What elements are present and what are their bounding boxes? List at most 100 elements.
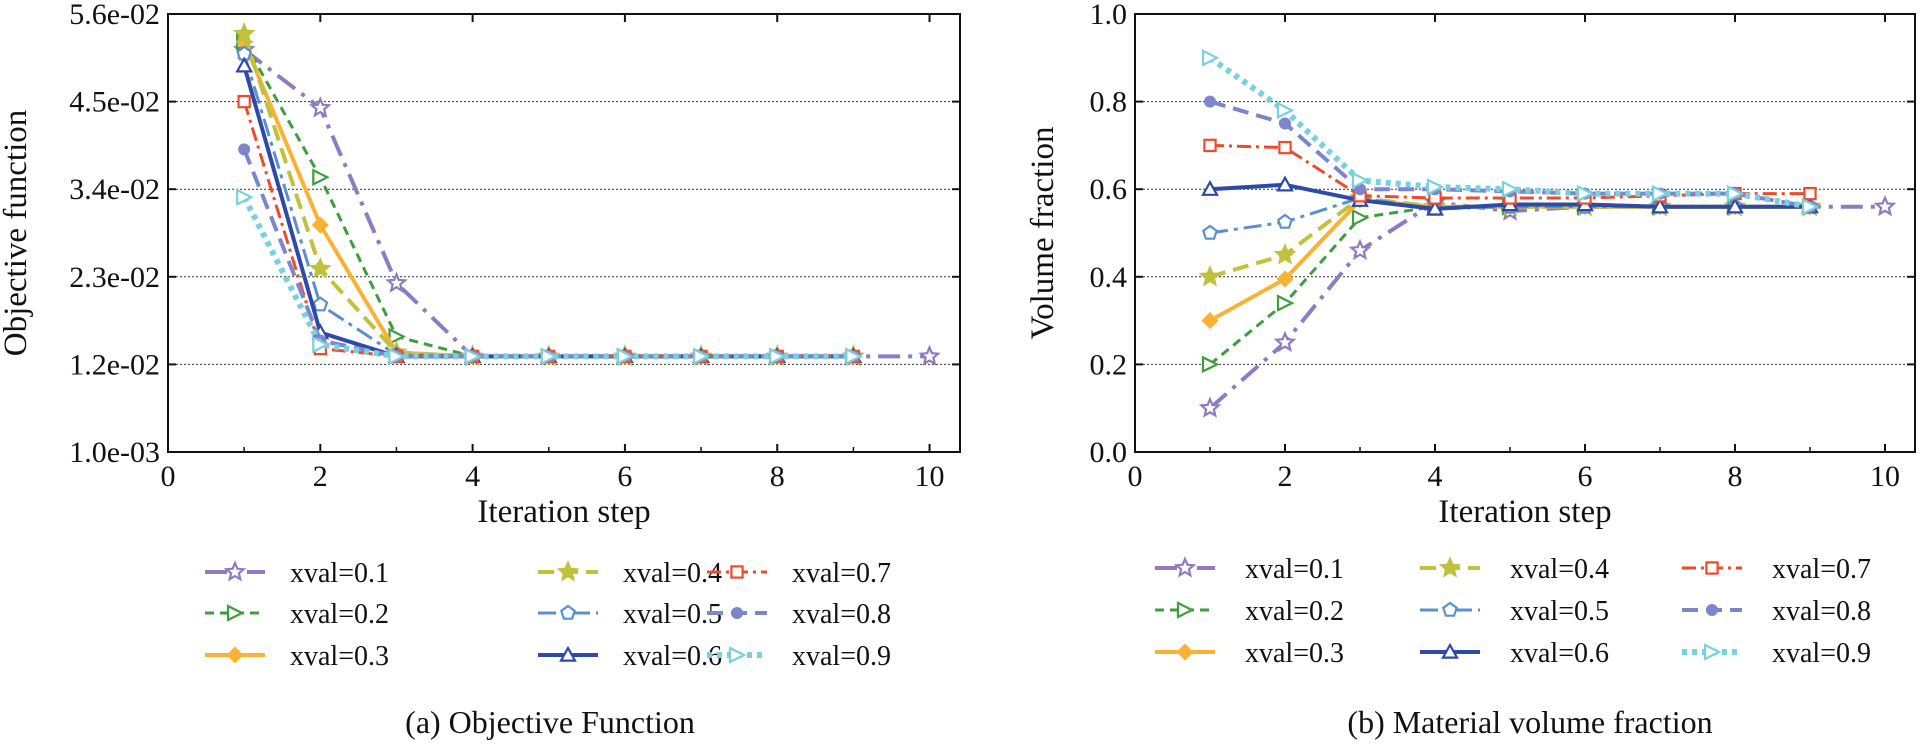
- data-point: [918, 344, 941, 367]
- data-point: [692, 347, 711, 366]
- data-point: [312, 168, 330, 187]
- legend-marker: [1703, 643, 1722, 661]
- data-point: [1201, 179, 1219, 196]
- series-xval-0-3: [235, 33, 862, 365]
- y-tick-label: 1.2e-02: [69, 348, 160, 381]
- legend-marker: [730, 606, 743, 619]
- legend-marker: [223, 560, 247, 582]
- series-xval-0-1: [232, 37, 941, 367]
- data-point: [1803, 186, 1817, 201]
- x-tick-label: 0: [161, 460, 176, 493]
- data-point: [237, 94, 251, 109]
- data-point: [385, 271, 408, 293]
- data-point: [1726, 197, 1744, 214]
- x-tick-label: 2: [1278, 460, 1293, 493]
- x-axis-label: Iteration step: [477, 494, 650, 530]
- legend-marker: [559, 645, 577, 662]
- data-point: [1351, 171, 1370, 190]
- legend-label: xval=0.7: [1772, 554, 1871, 585]
- legend-item: xval=0.3: [1155, 638, 1344, 669]
- legend-item: xval=0.6: [1420, 638, 1609, 669]
- y-tick-label: 1.0e-03: [69, 436, 160, 469]
- series-xval-0-8: [238, 143, 860, 363]
- y-tick-label: 0.0: [1090, 436, 1128, 469]
- legend-marker: [1173, 556, 1197, 578]
- x-tick-label: 8: [770, 460, 785, 493]
- legend-item: xval=0.1: [205, 558, 389, 589]
- data-point: [540, 347, 559, 366]
- legend-item: xval=0.6: [538, 641, 722, 672]
- series-line: [1209, 205, 1810, 366]
- series-line: [241, 195, 854, 360]
- plot-frame: [167, 13, 961, 453]
- data-point: [1276, 101, 1295, 120]
- data-point: [1202, 224, 1218, 240]
- y-tick-label: 2.3e-02: [69, 261, 160, 294]
- x-tick-label: 6: [617, 460, 632, 493]
- data-point: [308, 256, 332, 279]
- x-axis-label: Iteration step: [1438, 494, 1611, 530]
- legend-item: xval=0.7: [707, 558, 891, 589]
- series-xval-0-2: [1201, 197, 1820, 374]
- series-xval-0-7: [237, 94, 861, 364]
- legend-item: xval=0.4: [538, 558, 722, 589]
- legend-marker: [730, 565, 744, 579]
- panel-caption: (b) Material volume fraction: [1347, 704, 1712, 740]
- data-point: [1277, 213, 1293, 229]
- legend-item: xval=0.5: [1420, 596, 1609, 627]
- data-point: [388, 347, 406, 366]
- x-tick-label: 6: [1578, 460, 1593, 493]
- series-xval-0-4: [232, 22, 865, 367]
- legend-item: xval=0.1: [1155, 554, 1344, 585]
- series-xval-0-2: [236, 33, 863, 366]
- legend-label: xval=0.3: [1245, 638, 1344, 669]
- legend-label: xval=0.5: [1510, 596, 1609, 627]
- x-tick-label: 4: [1428, 460, 1443, 493]
- x-tick-label: 8: [1728, 460, 1743, 493]
- y-tick-label: 3.4e-02: [69, 173, 160, 206]
- series-line: [242, 41, 854, 359]
- y-tick-label: 0.4: [1090, 261, 1128, 294]
- data-point: [1576, 184, 1595, 203]
- data-point: [1278, 117, 1291, 130]
- data-point: [1426, 178, 1445, 196]
- data-point: [1273, 330, 1297, 353]
- legend-marker: [1705, 561, 1719, 575]
- legend-label: xval=0.2: [290, 599, 389, 630]
- legend-item: xval=0.4: [1420, 554, 1609, 585]
- x-tick-label: 10: [915, 460, 945, 493]
- data-point: [1273, 243, 1297, 265]
- data-point: [235, 56, 254, 73]
- y-tick-label: 4.5e-02: [69, 86, 160, 119]
- legend-label: xval=0.4: [623, 558, 722, 589]
- series-line: [242, 33, 854, 359]
- legend-marker: [1176, 643, 1194, 661]
- y-tick-label: 0.6: [1090, 173, 1128, 206]
- data-point: [1278, 140, 1292, 155]
- series-line: [242, 48, 930, 359]
- data-point: [1201, 312, 1219, 330]
- legend-label: xval=0.6: [623, 641, 722, 672]
- data-point: [1203, 95, 1216, 108]
- legend-label: xval=0.4: [1510, 554, 1609, 585]
- y-tick-label: 0.8: [1090, 86, 1128, 119]
- data-point: [1198, 396, 1222, 418]
- data-point: [1201, 49, 1220, 67]
- legend-marker: [1442, 601, 1458, 617]
- legend-label: xval=0.1: [1245, 554, 1344, 585]
- data-point: [1276, 270, 1294, 288]
- data-point: [1801, 197, 1820, 216]
- y-tick-label: 0.2: [1090, 348, 1128, 381]
- series-line: [242, 53, 854, 358]
- legend-label: xval=0.9: [1772, 638, 1871, 669]
- data-point: [464, 347, 483, 366]
- x-tick-label: 10: [1870, 460, 1900, 493]
- legend-label: xval=0.9: [792, 641, 891, 672]
- data-point: [845, 347, 863, 366]
- legend-marker: [1176, 601, 1195, 619]
- legend-label: xval=0.6: [1510, 638, 1609, 669]
- data-point: [388, 327, 406, 346]
- y-axis-label: Objective function: [0, 110, 34, 357]
- data-point: [1198, 264, 1222, 287]
